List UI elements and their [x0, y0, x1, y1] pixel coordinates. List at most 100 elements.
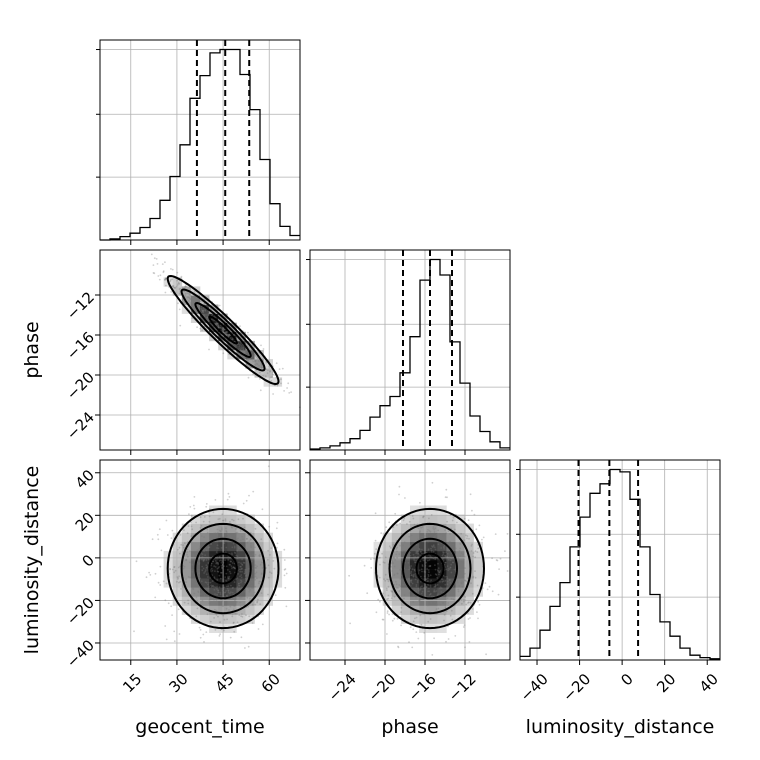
sample-point	[240, 596, 243, 599]
sample-point	[225, 531, 228, 533]
sample-point	[442, 535, 444, 537]
sample-point	[374, 512, 377, 515]
sample-point	[245, 614, 247, 617]
sample-point	[198, 572, 201, 574]
density-cell	[446, 560, 456, 570]
density-cell	[236, 350, 246, 360]
sample-point	[462, 599, 465, 601]
sample-point	[225, 607, 228, 610]
sample-point	[184, 292, 187, 295]
sample-point	[254, 359, 257, 362]
sample-point	[254, 360, 257, 363]
density-cell	[245, 587, 255, 597]
density-cell	[410, 596, 420, 606]
sample-point	[419, 548, 421, 551]
density-cell	[419, 578, 429, 588]
sample-point	[238, 345, 241, 348]
sample-point	[386, 612, 389, 614]
sample-point	[215, 599, 218, 601]
sample-point	[259, 603, 262, 606]
sample-point	[209, 602, 212, 605]
sample-point	[254, 355, 257, 357]
density-cell	[437, 560, 447, 570]
sample-point	[393, 557, 395, 560]
sample-point	[257, 357, 259, 360]
density-cell	[181, 295, 192, 305]
sample-point	[210, 562, 213, 565]
sample-point	[459, 560, 462, 563]
sample-point	[432, 526, 435, 528]
x-tick-label: −20	[559, 670, 594, 705]
sample-point	[260, 592, 263, 594]
sample-point	[430, 551, 433, 553]
density-cell	[382, 550, 393, 561]
sample-point	[221, 600, 224, 603]
sample-point	[284, 568, 287, 570]
sample-point	[456, 581, 459, 584]
sample-point	[214, 608, 216, 611]
sample-point	[256, 601, 258, 604]
sample-point	[424, 571, 427, 573]
sample-point	[217, 547, 220, 550]
sample-point	[217, 591, 220, 594]
sample-point	[247, 331, 249, 334]
sample-point	[231, 613, 234, 615]
sample-point	[443, 546, 445, 549]
sample-point	[185, 559, 188, 562]
sample-point	[415, 596, 417, 599]
density-cell	[190, 587, 201, 597]
sample-point	[174, 569, 177, 572]
sample-point	[419, 530, 421, 533]
sample-point	[221, 563, 224, 566]
sample-point	[209, 581, 212, 584]
sample-point	[417, 589, 420, 592]
histogram-luminosity_distance	[520, 468, 720, 660]
sample-point	[454, 583, 457, 586]
sample-point	[232, 597, 235, 600]
sample-point	[223, 565, 225, 567]
density-cell	[236, 614, 246, 624]
sample-point	[228, 334, 231, 337]
sample-point	[241, 567, 243, 570]
sample-point	[236, 555, 239, 558]
x-tick-label: 40	[696, 670, 722, 696]
sample-point	[246, 537, 248, 540]
sample-point	[251, 622, 254, 624]
sample-point	[207, 511, 210, 514]
sample-point	[230, 591, 232, 594]
sample-point	[452, 516, 455, 519]
sample-point	[256, 577, 258, 580]
density-cell	[455, 541, 465, 552]
sample-point	[416, 550, 419, 552]
sample-point	[430, 549, 433, 552]
sample-point	[410, 534, 413, 537]
sample-point	[219, 530, 222, 533]
sample-point	[250, 587, 253, 590]
sample-point	[226, 587, 229, 590]
density-cell	[455, 596, 465, 606]
sample-point	[404, 561, 406, 564]
sample-point	[179, 552, 181, 555]
sample-point	[444, 566, 447, 569]
sample-point	[182, 544, 185, 547]
sample-point	[181, 298, 184, 301]
sample-point	[249, 550, 252, 553]
sample-point	[249, 358, 252, 361]
sample-point	[178, 575, 180, 578]
sample-point	[415, 559, 417, 562]
sample-point	[454, 528, 456, 531]
sample-point	[254, 572, 257, 575]
density-cell	[391, 569, 402, 579]
density-cell	[245, 614, 255, 624]
sample-point	[431, 546, 434, 548]
sample-point	[173, 571, 176, 574]
sample-point	[460, 571, 462, 573]
sample-point	[240, 581, 242, 584]
sample-point	[214, 323, 217, 325]
sample-point	[213, 576, 216, 579]
sample-point	[496, 559, 499, 562]
sample-point	[245, 556, 248, 558]
sample-point	[182, 546, 185, 549]
x-tick-label: 45	[212, 670, 238, 696]
sample-point	[220, 601, 223, 603]
